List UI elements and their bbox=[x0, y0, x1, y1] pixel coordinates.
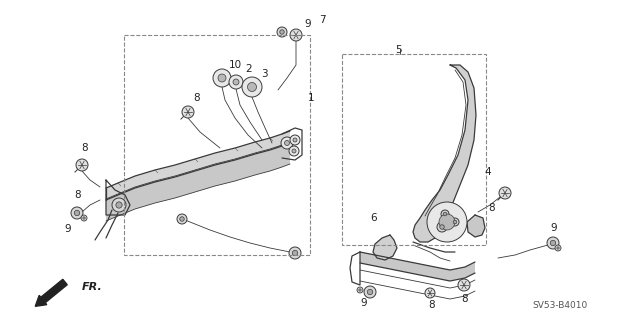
Circle shape bbox=[177, 214, 187, 224]
Circle shape bbox=[499, 187, 511, 199]
Text: 3: 3 bbox=[260, 69, 268, 79]
Circle shape bbox=[83, 217, 85, 219]
Circle shape bbox=[555, 245, 561, 251]
Circle shape bbox=[367, 289, 372, 295]
Circle shape bbox=[289, 247, 301, 259]
Text: FR.: FR. bbox=[82, 282, 103, 292]
Circle shape bbox=[451, 218, 459, 226]
Circle shape bbox=[453, 220, 457, 224]
Polygon shape bbox=[106, 142, 290, 221]
Text: 9: 9 bbox=[361, 298, 367, 308]
Circle shape bbox=[281, 137, 293, 149]
Circle shape bbox=[218, 74, 226, 82]
Circle shape bbox=[229, 75, 243, 89]
Circle shape bbox=[242, 77, 262, 97]
Circle shape bbox=[71, 207, 83, 219]
Circle shape bbox=[248, 83, 257, 92]
Circle shape bbox=[440, 225, 444, 229]
Text: 8: 8 bbox=[82, 143, 88, 153]
Circle shape bbox=[458, 279, 470, 291]
Text: SV53-B4010: SV53-B4010 bbox=[532, 300, 588, 309]
Circle shape bbox=[427, 202, 467, 242]
FancyArrow shape bbox=[35, 279, 67, 306]
Polygon shape bbox=[467, 215, 485, 237]
Text: 8: 8 bbox=[75, 190, 81, 200]
Circle shape bbox=[557, 247, 559, 249]
Polygon shape bbox=[413, 65, 476, 242]
Bar bbox=[342, 54, 486, 245]
Text: 10: 10 bbox=[228, 60, 241, 70]
Circle shape bbox=[290, 135, 300, 145]
Text: 1: 1 bbox=[308, 93, 314, 103]
Text: 9: 9 bbox=[305, 19, 311, 29]
Circle shape bbox=[292, 250, 298, 256]
Circle shape bbox=[76, 159, 88, 171]
Circle shape bbox=[437, 222, 447, 232]
Bar bbox=[124, 35, 310, 255]
Text: 8: 8 bbox=[489, 203, 495, 213]
Text: 5: 5 bbox=[395, 45, 401, 55]
Circle shape bbox=[233, 79, 239, 85]
Circle shape bbox=[74, 210, 80, 216]
Circle shape bbox=[182, 106, 194, 118]
Text: 2: 2 bbox=[246, 64, 252, 74]
Circle shape bbox=[439, 214, 455, 230]
Text: 9: 9 bbox=[550, 223, 557, 233]
Text: 9: 9 bbox=[65, 224, 71, 234]
Text: 7: 7 bbox=[319, 15, 325, 25]
Circle shape bbox=[550, 240, 556, 246]
Circle shape bbox=[425, 288, 435, 298]
Circle shape bbox=[112, 198, 126, 212]
Text: 8: 8 bbox=[429, 300, 435, 310]
Circle shape bbox=[364, 286, 376, 298]
Text: 8: 8 bbox=[194, 93, 200, 103]
Polygon shape bbox=[373, 235, 397, 260]
Circle shape bbox=[81, 215, 87, 221]
Circle shape bbox=[280, 30, 284, 34]
Polygon shape bbox=[360, 252, 475, 281]
Circle shape bbox=[180, 217, 184, 221]
Circle shape bbox=[359, 289, 361, 291]
Circle shape bbox=[293, 138, 297, 142]
Circle shape bbox=[357, 287, 363, 293]
Polygon shape bbox=[106, 131, 290, 200]
Text: 6: 6 bbox=[371, 213, 378, 223]
Text: 8: 8 bbox=[461, 294, 468, 304]
Circle shape bbox=[441, 210, 449, 218]
Circle shape bbox=[213, 69, 231, 87]
Circle shape bbox=[116, 202, 122, 208]
Circle shape bbox=[277, 27, 287, 37]
Circle shape bbox=[289, 146, 299, 156]
Circle shape bbox=[290, 29, 302, 41]
Text: 4: 4 bbox=[484, 167, 492, 177]
Circle shape bbox=[285, 140, 289, 145]
Circle shape bbox=[547, 237, 559, 249]
Circle shape bbox=[292, 149, 296, 153]
Circle shape bbox=[443, 212, 447, 216]
